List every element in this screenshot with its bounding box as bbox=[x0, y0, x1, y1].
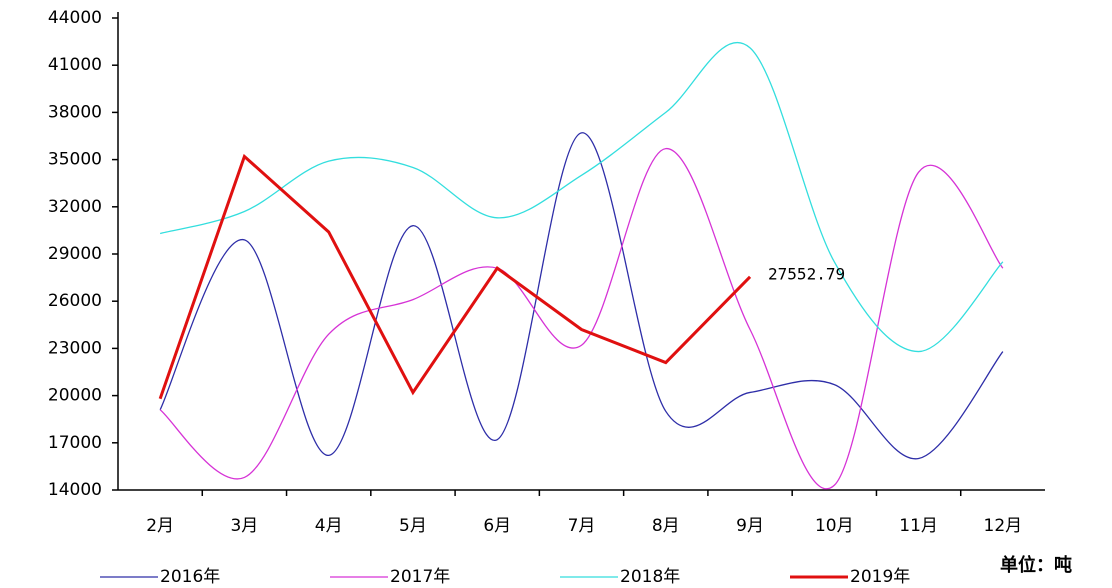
x-tick-label: 3月 bbox=[230, 516, 258, 536]
legend-label: 2018年 bbox=[620, 567, 680, 587]
series-line bbox=[159, 132, 1004, 460]
y-tick-label: 35000 bbox=[48, 150, 102, 170]
series-line bbox=[158, 153, 752, 400]
y-tick-label: 14000 bbox=[48, 480, 102, 500]
x-tick-label: 9月 bbox=[736, 516, 764, 536]
legend-label: 2019年 bbox=[850, 567, 910, 587]
y-tick-label: 38000 bbox=[48, 102, 102, 122]
y-tick-label: 23000 bbox=[48, 338, 102, 358]
y-tick-label: 26000 bbox=[48, 291, 102, 311]
y-tick-label: 41000 bbox=[48, 55, 102, 75]
x-tick-label: 2月 bbox=[146, 516, 174, 536]
legend-label: 2017年 bbox=[390, 567, 450, 587]
x-tick-label: 8月 bbox=[652, 516, 680, 536]
x-tick-label: 4月 bbox=[315, 516, 343, 536]
y-tick-label: 32000 bbox=[48, 197, 102, 217]
unit-label: 单位：吨 bbox=[1000, 554, 1072, 576]
x-tick-label: 10月 bbox=[815, 516, 854, 536]
series-line bbox=[159, 147, 1004, 490]
y-tick-label: 44000 bbox=[48, 8, 102, 28]
y-tick-label: 17000 bbox=[48, 433, 102, 453]
y-tick-label: 29000 bbox=[48, 244, 102, 264]
x-tick-label: 12月 bbox=[984, 516, 1023, 536]
data-label: 27552.79 bbox=[768, 264, 845, 283]
x-tick-label: 11月 bbox=[899, 516, 938, 536]
legend-label: 2016年 bbox=[160, 567, 220, 587]
series-line bbox=[159, 41, 1004, 353]
x-tick-label: 5月 bbox=[399, 516, 427, 536]
y-tick-label: 20000 bbox=[48, 386, 102, 406]
x-tick-label: 7月 bbox=[568, 516, 596, 536]
x-tick-label: 6月 bbox=[483, 516, 511, 536]
